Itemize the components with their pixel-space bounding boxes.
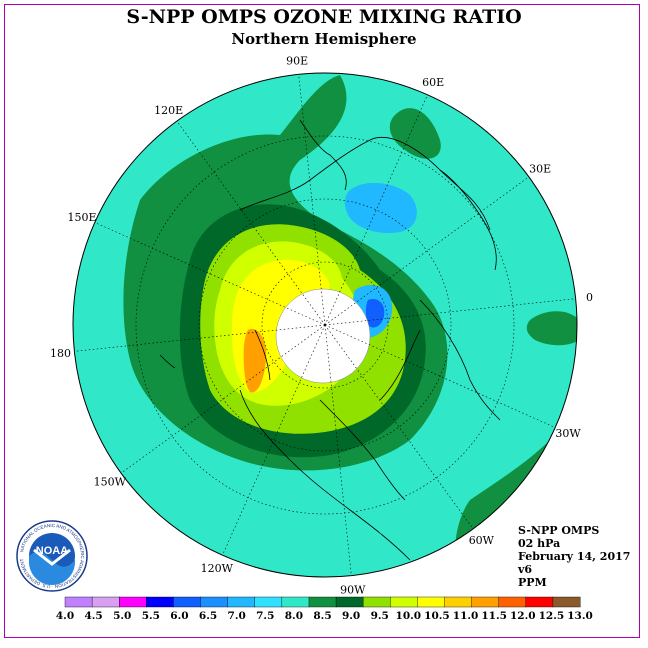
map-boundary (72, 72, 578, 578)
colorbar-label: 12.0 (510, 610, 536, 622)
colorbar-swatch (552, 596, 581, 608)
polar-night-no-data (275, 288, 371, 384)
longitude-labels: 90E 60E 30E 0 30W 60W 90W 120W 150W 180 150E 120E (50, 54, 593, 596)
longitude-label: 150W (94, 475, 127, 488)
colorbar-label: 11.5 (481, 610, 507, 622)
colorbar-swatch (498, 596, 527, 608)
longitude-label: 180 (50, 347, 71, 360)
noaa-logo-bird (33, 548, 71, 566)
colorbar-swatch (254, 596, 283, 608)
colorbar-label: 4.0 (56, 610, 74, 622)
colorbar-swatch (281, 596, 310, 608)
longitude-label: 90E (286, 54, 308, 67)
colorbar-swatch (525, 596, 554, 608)
colorbar-swatch (444, 596, 473, 608)
colorbar-label: 10.5 (424, 610, 450, 622)
colorbar-label: 6.5 (199, 610, 217, 622)
info-units: PPM (518, 576, 547, 589)
colorbar-swatch (417, 596, 445, 608)
info-level: 02 hPa (518, 537, 561, 550)
map-info-block: S-NPP OMPS 02 hPa February 14, 2017 v6 P… (518, 524, 630, 589)
coastline-greenland (379, 329, 421, 401)
colorbar-label: 7.0 (228, 610, 246, 622)
noaa-logo-wave (29, 551, 75, 585)
coastline-europe-east (439, 169, 497, 271)
coastline-aleutians (159, 354, 176, 369)
longitude-label: 120E (154, 104, 183, 117)
coastline-europe-west (419, 299, 501, 421)
longitude-label: 30E (529, 163, 551, 176)
coastline-north-america-west (239, 389, 411, 561)
longitude-label: 120W (201, 562, 234, 575)
colorbar-swatches (64, 596, 581, 608)
colorbar-swatch (335, 596, 364, 608)
map-subtitle: Northern Hemisphere (231, 30, 417, 48)
coastlines (159, 119, 501, 561)
longitude-label: 150E (67, 211, 96, 224)
colorbar-label: 5.0 (113, 610, 131, 622)
info-date: February 14, 2017 (518, 550, 631, 563)
colorbar-swatch (200, 596, 229, 608)
colorbar-swatch (119, 596, 147, 608)
colorbar-swatch (362, 596, 391, 608)
colorbar-swatch (308, 596, 337, 608)
coastline-asia-east (299, 119, 347, 191)
latitude-circle (261, 261, 389, 389)
coastline-alaska (254, 329, 271, 381)
ozone-contour-6-0-polar (365, 298, 385, 328)
ozone-contour-8-0-west (526, 311, 577, 346)
latitude-circle (198, 198, 452, 452)
colorbar-label: 6.0 (170, 610, 188, 622)
colorbar-swatch (146, 596, 174, 608)
colorbar-label: 4.5 (84, 610, 102, 622)
colorbar-label: 9.5 (371, 610, 389, 622)
info-instrument: S-NPP OMPS (518, 524, 600, 537)
colorbar-swatch (91, 596, 120, 608)
map-title: S-NPP OMPS OZONE MIXING RATIO (126, 6, 522, 28)
colorbar-swatch (173, 596, 202, 608)
longitude-label: 0 (586, 291, 593, 304)
colorbar-labels: 4.0 4.5 5.0 5.5 6.0 6.5 7.0 7.5 8.0 8.5 9.0 9.5 10.0… (56, 610, 593, 622)
noaa-logo-text: NOAA (36, 545, 68, 557)
ozone-contour-11-0 (243, 329, 267, 393)
colorbar-label: 10.0 (396, 610, 422, 622)
longitude-label: 60E (422, 76, 444, 89)
longitude-label: 90W (340, 584, 366, 597)
graticule (74, 74, 576, 576)
colorbar-label: 8.5 (313, 610, 331, 622)
longitude-label: 30W (555, 427, 581, 440)
longitude-label: 60W (469, 534, 495, 547)
colorbar-label: 5.5 (142, 610, 160, 622)
ozone-contour-8-0-east (389, 108, 441, 159)
ozone-contour-7-0-asia (344, 182, 417, 234)
colorbar-swatch (390, 596, 418, 608)
colorbar-label: 7.5 (256, 610, 274, 622)
colorbar-label: 9.0 (342, 610, 360, 622)
colorbar-swatch (227, 596, 256, 608)
colorbar-swatch (64, 596, 93, 608)
colorbar-label: 12.5 (539, 610, 565, 622)
noaa-logo: NOAA NATIONAL OCEANIC AND ATMOSPHERIC AD… (16, 520, 88, 592)
latitude-circle (135, 135, 515, 515)
coastline-north-america-east (319, 399, 406, 501)
info-version: v6 (518, 563, 533, 576)
colorbar-label: 8.0 (285, 610, 303, 622)
colorbar-label: 13.0 (567, 610, 593, 622)
colorbar-swatch (471, 596, 500, 608)
colorbar-label: 11.0 (453, 610, 479, 622)
